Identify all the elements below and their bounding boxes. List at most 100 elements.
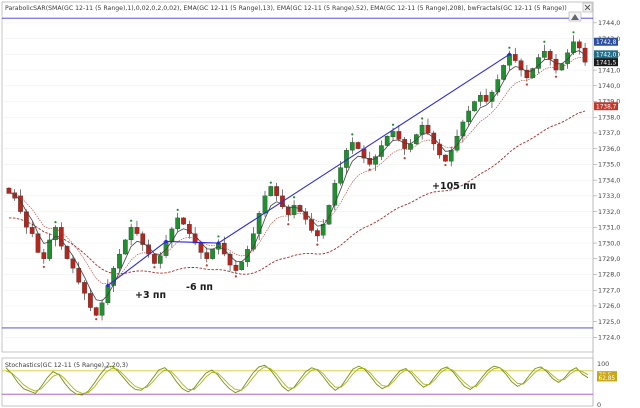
candle-down (355, 142, 361, 149)
annotation-plus-3: +3 пп (135, 290, 166, 301)
y-tick-label: 1731,0 (598, 224, 620, 232)
candle-down (41, 252, 47, 259)
y-tick-label: 1724,0 (598, 334, 620, 342)
fractal-down-marker (444, 163, 447, 167)
stochastics-value-tags: 70,562,85 (597, 371, 617, 382)
candle-up (291, 205, 297, 215)
candle-up (454, 135, 460, 151)
price-tag-label: 1741,5 (596, 60, 617, 66)
trend-point (106, 283, 110, 288)
candle-down (518, 60, 524, 71)
candle-up (466, 110, 472, 123)
candles (6, 35, 588, 321)
y-tick-label: 1738,0 (598, 113, 620, 121)
candle-down (18, 195, 23, 212)
stochastics-title: Stochastics(GC 12-11 (5 Range),2,20,3) (5, 362, 128, 369)
grid (2, 22, 593, 338)
trend-point (507, 52, 512, 56)
candle-up (320, 224, 326, 236)
trend-point (164, 239, 168, 244)
fractal-up-marker (54, 221, 57, 224)
candle-up (53, 227, 58, 241)
annotation-minus-6: -6 пп (186, 282, 213, 293)
price-tag-box (594, 58, 618, 67)
candle-up (373, 156, 378, 165)
price-tag-label: 1742,8 (596, 40, 617, 46)
collapse-icon[interactable] (568, 11, 582, 22)
candle-down (6, 187, 12, 194)
fractal-up-marker (543, 40, 546, 43)
stoch-series-line (5, 364, 589, 396)
fractal-down-marker (525, 83, 528, 86)
price-tag-label: 1738,7 (596, 104, 617, 110)
candle-down (82, 282, 87, 294)
candle-down (186, 224, 192, 234)
fractal-up-marker (508, 46, 511, 49)
candle-down (64, 246, 70, 259)
fractal-down-marker (153, 266, 156, 269)
y-tick-label: 1725,0 (598, 318, 620, 326)
y-tick-label: 1729,0 (598, 255, 620, 263)
trend-line (107, 241, 167, 286)
candle-up (460, 121, 466, 137)
fractal-down-marker (316, 243, 319, 246)
candle-down (483, 95, 489, 102)
trend-lines (106, 52, 512, 288)
fractal-down-marker (42, 265, 45, 268)
candle-up (530, 68, 536, 79)
candle-up (559, 63, 565, 71)
stoch-tick-0: 0 (597, 401, 601, 408)
stoch-tick-100: 100 (597, 360, 609, 368)
fractal-down-marker (95, 318, 98, 321)
y-tick-label: 1728,0 (598, 271, 620, 279)
candle-up (210, 249, 215, 259)
candle-down (134, 227, 140, 234)
annotation-plus-105: +105 пп (432, 181, 476, 192)
candle-up (268, 186, 274, 196)
candle-up (477, 95, 483, 102)
y-tick-label: 1740,0 (598, 82, 620, 90)
fractal-up-marker (421, 117, 424, 120)
candle-down (274, 186, 279, 196)
stoch-series-line (5, 366, 589, 394)
candle-down (443, 154, 448, 162)
ema-208-polyline (8, 110, 586, 275)
fractal-up-marker (572, 31, 575, 34)
fractal-up-marker (176, 208, 179, 211)
candle-down (140, 233, 146, 245)
y-axis-ticks: 1744,01743,01742,01741,01740,01739,01738… (593, 19, 620, 342)
candle-down (576, 41, 582, 49)
candle-down (553, 58, 559, 71)
stoch-tag-label: 62,85 (599, 376, 616, 382)
candle-down (12, 192, 18, 199)
ema-208-line (8, 110, 586, 275)
candle-up (175, 217, 181, 230)
candle-down (93, 307, 99, 316)
candle-up (338, 167, 343, 184)
candle-up (128, 227, 134, 241)
ema-52-polyline (8, 56, 586, 285)
y-tick-label: 1730,0 (598, 239, 620, 247)
candle-down (76, 268, 82, 283)
candle-up (472, 101, 477, 112)
candle-up (157, 255, 163, 264)
close-x-icon[interactable] (582, 2, 593, 13)
candle-down (227, 253, 233, 266)
price-tag-box (594, 37, 618, 46)
fractal-up-marker (351, 133, 354, 136)
price-tag-box (594, 50, 618, 59)
candle-up (448, 150, 454, 162)
candle-down (88, 293, 93, 308)
fractal-down-marker (368, 168, 371, 171)
y-tick-label: 1732,0 (598, 208, 620, 216)
fractal-up-marker (269, 181, 272, 184)
y-tick-label: 1744,0 (598, 19, 620, 27)
y-tick-label: 1739,0 (598, 98, 620, 106)
candle-down (431, 132, 437, 145)
chart-title: ParabolicSAR(SMA(GC 12-11 (5 Range),1),0… (5, 5, 567, 12)
ema-13-polyline (8, 50, 586, 302)
candle-down (29, 227, 35, 234)
candle-up (571, 41, 576, 53)
y-tick-label: 1733,0 (598, 192, 620, 200)
trend-line (166, 240, 219, 244)
